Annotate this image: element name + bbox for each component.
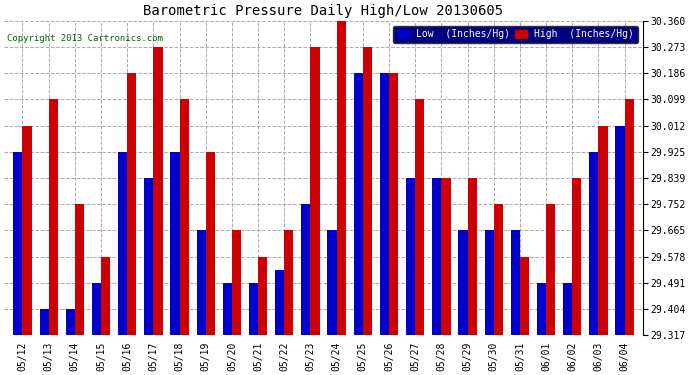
Bar — [380, 73, 389, 335]
Bar — [572, 178, 582, 335]
Bar — [144, 178, 153, 335]
Bar — [249, 283, 258, 335]
Bar — [258, 256, 267, 335]
Bar — [615, 126, 624, 335]
Bar — [13, 152, 23, 335]
Bar — [232, 230, 241, 335]
Bar — [598, 126, 608, 335]
Bar — [415, 99, 424, 335]
Bar — [624, 99, 634, 335]
Bar — [589, 152, 598, 335]
Bar — [354, 73, 363, 335]
Bar — [127, 73, 137, 335]
Bar — [563, 283, 572, 335]
Bar — [442, 178, 451, 335]
Title: Barometric Pressure Daily High/Low 20130605: Barometric Pressure Daily High/Low 20130… — [144, 4, 504, 18]
Bar — [49, 99, 58, 335]
Bar — [23, 126, 32, 335]
Bar — [511, 230, 520, 335]
Bar — [223, 283, 232, 335]
Bar — [66, 309, 75, 335]
Bar — [337, 21, 346, 335]
Bar — [432, 178, 442, 335]
Bar — [170, 152, 179, 335]
Bar — [284, 230, 293, 335]
Bar — [153, 47, 163, 335]
Bar — [39, 309, 49, 335]
Bar — [546, 204, 555, 335]
Bar — [75, 204, 84, 335]
Bar — [275, 270, 284, 335]
Bar — [118, 152, 127, 335]
Bar — [458, 230, 468, 335]
Bar — [494, 204, 503, 335]
Bar — [537, 283, 546, 335]
Bar — [310, 47, 319, 335]
Bar — [468, 178, 477, 335]
Bar — [197, 230, 206, 335]
Bar — [302, 204, 310, 335]
Bar — [363, 47, 372, 335]
Bar — [520, 256, 529, 335]
Legend: Low  (Inches/Hg), High  (Inches/Hg): Low (Inches/Hg), High (Inches/Hg) — [393, 26, 638, 44]
Bar — [206, 152, 215, 335]
Bar — [406, 178, 415, 335]
Bar — [179, 99, 189, 335]
Bar — [92, 283, 101, 335]
Text: Copyright 2013 Cartronics.com: Copyright 2013 Cartronics.com — [7, 34, 163, 43]
Bar — [484, 230, 494, 335]
Bar — [101, 256, 110, 335]
Bar — [328, 230, 337, 335]
Bar — [389, 73, 398, 335]
